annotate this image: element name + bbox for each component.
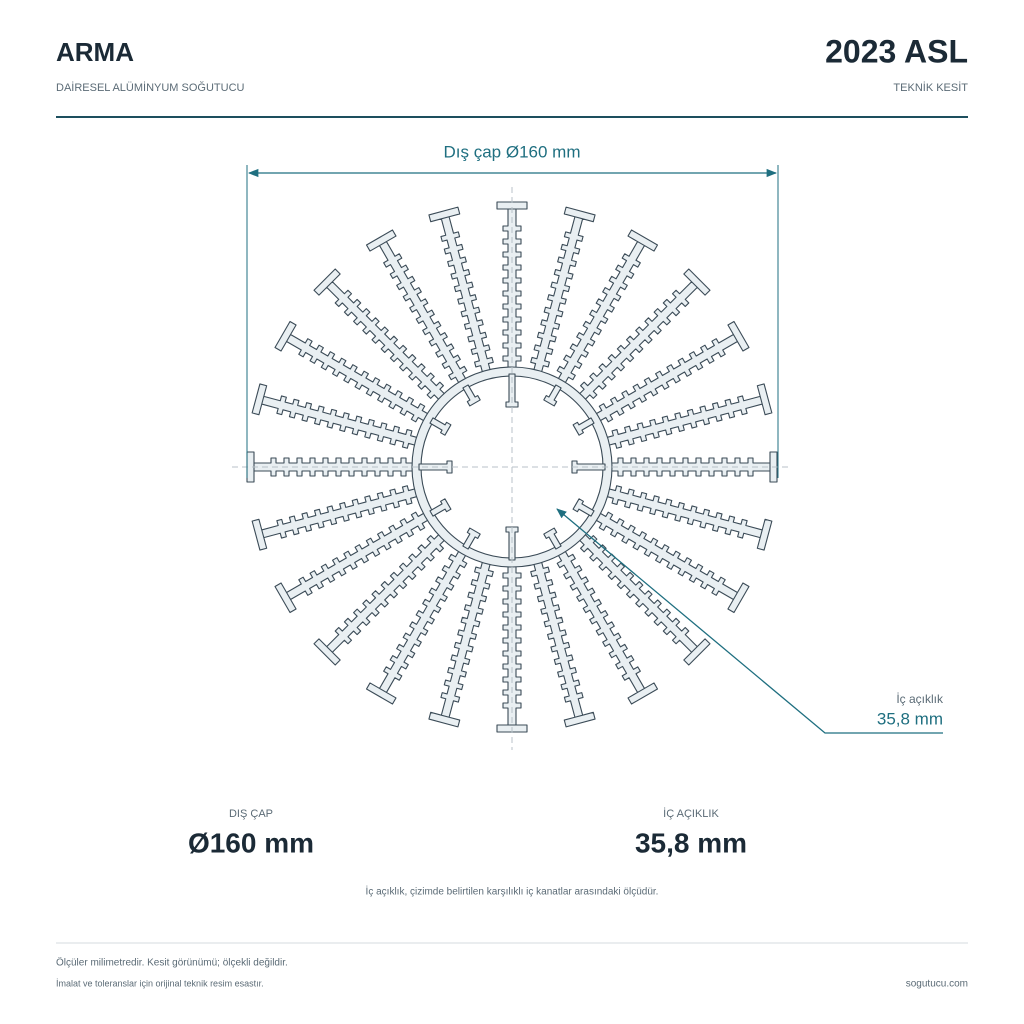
inner-fin xyxy=(429,498,452,517)
heat-sink xyxy=(246,201,778,733)
fin xyxy=(576,531,711,666)
inner-fin xyxy=(543,527,562,550)
fin xyxy=(313,268,448,403)
fin xyxy=(246,451,417,483)
inner-fin xyxy=(462,527,481,550)
fin xyxy=(365,229,469,387)
callout-value: 35,8 mm xyxy=(877,709,943,728)
leader-line xyxy=(556,508,943,734)
fin xyxy=(365,547,469,705)
note: İç açıklık, çizimde belirtilen karşılıkl… xyxy=(366,885,659,898)
subtitle: DAİRESEL ALÜMİNYUM SOĞUTUCU xyxy=(56,81,245,94)
fin xyxy=(251,383,421,449)
fin xyxy=(555,229,659,387)
inner-fin xyxy=(543,384,562,407)
fin xyxy=(592,320,750,424)
fin xyxy=(592,510,750,614)
dimension-label: Dış çap Ø160 mm xyxy=(444,142,581,161)
footer-site: sogutucu.com xyxy=(906,979,968,990)
footer-text: İmalat ve toleranslar için orijinal tekn… xyxy=(56,978,264,988)
fin xyxy=(251,485,421,551)
title: ARMA xyxy=(56,37,134,67)
inner-fin xyxy=(571,460,606,474)
callout-title: İç açıklık xyxy=(896,692,944,706)
fin xyxy=(274,320,432,424)
fin xyxy=(555,547,659,705)
fin xyxy=(576,268,711,403)
inner-fin xyxy=(462,384,481,407)
fin xyxy=(428,558,494,728)
inner-fin xyxy=(429,417,452,436)
code: 2023 ASL xyxy=(825,33,968,69)
footer-text: Ölçüler milimetredir. Kesit görünümü; öl… xyxy=(56,957,288,969)
fin xyxy=(274,510,432,614)
fin xyxy=(530,558,596,728)
spec-label: İÇ AÇIKLIK xyxy=(663,807,719,820)
spec-value: Ø160 mm xyxy=(188,827,314,858)
inner-fin xyxy=(572,498,595,517)
fin xyxy=(603,383,773,449)
fin xyxy=(428,206,494,376)
fin xyxy=(530,206,596,376)
spec-value: 35,8 mm xyxy=(635,827,747,858)
fin xyxy=(313,531,448,666)
fin xyxy=(603,485,773,551)
code-sub: TEKNİK KESİT xyxy=(893,81,968,94)
fin xyxy=(496,201,528,372)
inner-fin xyxy=(572,417,595,436)
inner-fin xyxy=(505,526,519,561)
spec-label: DIŞ ÇAP xyxy=(229,808,273,820)
